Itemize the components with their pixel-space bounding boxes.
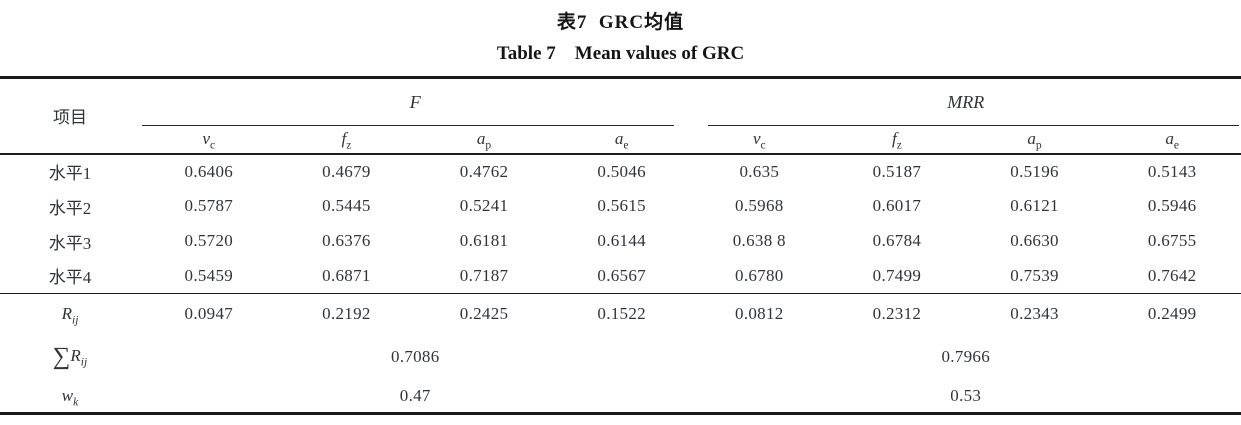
table-cell: 0.6780 xyxy=(690,258,829,294)
table-row-level1: 水平1 0.6406 0.4679 0.4762 0.5046 0.635 0.… xyxy=(0,154,1241,189)
table-cell: 0.635 xyxy=(739,161,780,181)
table-cell: 0.6121 xyxy=(1010,196,1059,215)
table-cell: 0.5143 xyxy=(1147,161,1197,181)
column-header-ap-F: ap xyxy=(476,129,492,152)
sum-value-MRR: 0.7966 xyxy=(941,347,991,366)
table-cell: 0.7539 xyxy=(965,258,1104,294)
group-header-row: 项目 F MRR xyxy=(0,78,1241,127)
table-cell: 0.6784 xyxy=(872,231,922,250)
group-F-underline xyxy=(142,124,674,126)
table-cell: 0.6630 xyxy=(1010,231,1059,250)
column-header-ae-MRR: ae xyxy=(1165,129,1179,152)
row-label: 水平1 xyxy=(48,164,92,183)
item-header-label: 项目 xyxy=(53,108,87,128)
table-cell: 0.5046 xyxy=(597,161,646,181)
table-cell: 0.2499 xyxy=(1147,304,1197,324)
column-header-vc-MRR: vc xyxy=(752,129,766,152)
table-cell: 0.6181 xyxy=(459,231,509,250)
item-column-header: 项目 xyxy=(0,78,140,154)
table-cell: 0.7187 xyxy=(415,258,553,294)
table-cell: 0.0947 xyxy=(184,304,234,324)
table-cell: 0.5241 xyxy=(459,196,509,215)
table-cell: 0.7642 xyxy=(1103,258,1241,294)
table-cell: 0.5787 xyxy=(184,196,234,215)
column-group-F: F xyxy=(140,78,691,126)
table-cell: 0.6871 xyxy=(277,258,416,294)
table-cell: 0.1522 xyxy=(597,304,646,324)
table-cell: 0.7499 xyxy=(828,258,966,294)
table-cell: 0.4679 xyxy=(322,161,371,181)
sub-header-row: vc fz ap ae vc fz ap ae xyxy=(0,126,1241,154)
table-cell: 0.4762 xyxy=(459,161,509,181)
table-cell: 0.638 8 xyxy=(732,231,786,250)
table-cell: 0.5459 xyxy=(140,258,278,294)
table-cell: 0.5445 xyxy=(322,196,371,215)
sum-value-F: 0.7086 xyxy=(390,347,440,366)
weight-value-F: 0.47 xyxy=(399,385,431,405)
row-label: 水平2 xyxy=(48,198,92,218)
weight-value-MRR: 0.53 xyxy=(950,385,982,405)
table-row-sum-Rij: ∑Rij 0.7086 0.7966 xyxy=(0,335,1241,380)
table-cell: 0.2192 xyxy=(322,304,371,324)
table-cell: 0.6406 xyxy=(184,161,234,181)
group-MRR-underline xyxy=(707,124,1239,126)
table-row-range-Rij: Rij 0.0947 0.2192 0.2425 0.1522 0.0812 0… xyxy=(0,294,1241,335)
group-MRR-label: MRR xyxy=(947,91,985,112)
table-cell: 0.6144 xyxy=(597,231,646,250)
table-row-level4: 水平4 0.5459 0.6871 0.7187 0.6567 0.6780 0… xyxy=(0,258,1241,294)
column-header-vc-F: vc xyxy=(202,129,216,152)
table-cell: 0.6376 xyxy=(322,231,371,250)
table-row-level3: 水平3 0.5720 0.6376 0.6181 0.6144 0.638 8 … xyxy=(0,224,1241,259)
row-label-Rij: Rij xyxy=(61,304,79,327)
table-cell: 0.6755 xyxy=(1147,231,1197,250)
table-row-level2: 水平2 0.5787 0.5445 0.5241 0.5615 0.5968 0… xyxy=(0,189,1241,224)
table-cell: 0.0812 xyxy=(735,304,784,324)
table-cell: 0.6567 xyxy=(552,258,691,294)
table-cell: 0.5187 xyxy=(872,161,922,181)
table-cell: 0.5968 xyxy=(735,196,784,215)
grc-mean-values-table: 项目 F MRR vc fz ap ae vc fz ap ae xyxy=(0,76,1241,415)
table-cell: 0.5196 xyxy=(1010,161,1059,181)
row-label: 水平4 xyxy=(0,258,140,294)
column-header-ap-MRR: ap xyxy=(1027,129,1042,152)
row-label-wk: wk xyxy=(61,385,79,409)
table-row-weight-wk: wk 0.47 0.53 xyxy=(0,380,1241,414)
table-cell: 0.5720 xyxy=(184,231,234,250)
column-header-fz-MRR: fz xyxy=(892,129,902,152)
table-cell: 0.2425 xyxy=(459,304,509,324)
table-cell: 0.6017 xyxy=(872,196,922,215)
table-cell: 0.2312 xyxy=(872,304,922,324)
column-header-ae-F: ae xyxy=(614,129,629,152)
table-header: 项目 F MRR vc fz ap ae vc fz ap ae xyxy=(0,78,1241,154)
table-title-english: Table 7 Mean values of GRC xyxy=(496,43,745,64)
column-header-fz-F: fz xyxy=(341,129,352,152)
sigma-symbol: ∑ xyxy=(52,343,71,370)
group-F-label: F xyxy=(409,91,421,112)
table-title-chinese: 表7 GRC均值 xyxy=(556,12,685,33)
table-cell: 0.2343 xyxy=(1010,304,1059,324)
row-label-sum-Rij: ∑Rij xyxy=(52,343,88,370)
column-group-MRR: MRR xyxy=(691,78,1241,126)
table-cell: 0.5615 xyxy=(597,196,646,215)
row-label: 水平3 xyxy=(48,233,92,253)
table-cell: 0.5946 xyxy=(1147,196,1197,215)
